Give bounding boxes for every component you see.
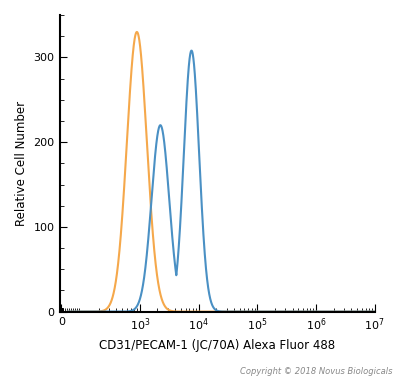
X-axis label: CD31/PECAM-1 (JC/70A) Alexa Fluor 488: CD31/PECAM-1 (JC/70A) Alexa Fluor 488	[99, 339, 335, 352]
Text: Copyright © 2018 Novus Biologicals: Copyright © 2018 Novus Biologicals	[240, 367, 392, 376]
Y-axis label: Relative Cell Number: Relative Cell Number	[15, 101, 28, 226]
